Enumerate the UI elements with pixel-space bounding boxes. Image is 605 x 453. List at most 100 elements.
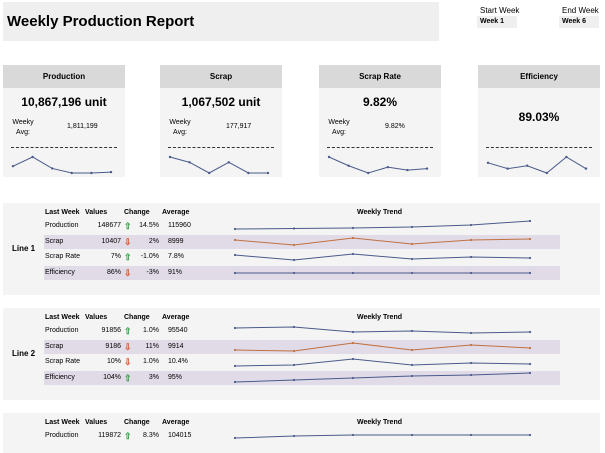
trend-point [292,258,296,262]
kpi-card-avg-value: 9.82% [385,123,405,130]
arrow-down-icon: ⇩ [124,236,132,247]
trend-point [233,380,237,383]
row-change: 8.3% [143,432,159,439]
trend-point [469,373,473,376]
row-value: 91856 [101,327,121,334]
row-value: 7% [110,253,121,260]
row-change: -1.0% [140,253,159,260]
row-average: 95540 [168,327,188,334]
trend-point [292,325,296,329]
trend-point [233,326,237,330]
kpi-sparkline [486,155,588,175]
trend-sparkline [233,236,532,246]
header-values: Values [85,419,108,426]
arrow-down-icon: ⇩ [124,267,132,278]
trend-point [351,226,355,230]
trend-point [351,341,355,344]
row-change: 14.5% [139,222,159,229]
trend-point [292,243,296,246]
trend-point [528,433,532,437]
row-metric-name: Production [45,432,79,439]
kpi-card-value: 10,867,196 unit [21,95,107,109]
trend-point [469,238,473,241]
trend-point [233,364,237,368]
kpi-card-divider [11,147,117,148]
trend-point [351,252,355,256]
trend-point [469,361,473,365]
trend-sparkline [233,371,532,383]
row-value: 104% [103,373,121,381]
sparkline-point [266,171,270,175]
trend-point [351,433,355,437]
row-value: 119872 [98,432,121,439]
table-row [44,339,560,354]
row-metric-name: Scrap [45,342,64,350]
row-metric-name: Efficiency [45,373,75,381]
sparkline-point [565,155,568,159]
trend-point [410,433,414,437]
arrow-up-icon: ⇧ [124,326,132,336]
sparkline-point [327,155,331,159]
trend-point [233,227,237,231]
trend-sparkline [233,325,532,335]
sparkline-point [347,164,350,167]
kpi-card-value: 1,067,502 unit [181,95,261,109]
arrow-up-icon: ⇧ [124,252,132,262]
trend-point [410,242,414,245]
kpi-card-divider [168,147,274,148]
sparkline-path [169,156,268,174]
sparkline-path [12,156,112,174]
trend-point [528,346,532,349]
trend-point [351,376,355,379]
trend-point [233,238,237,241]
trend-path [234,326,531,334]
trend-path [234,236,531,246]
sparkline-point [70,171,74,175]
row-value: 10% [106,358,121,365]
table-row [44,370,560,385]
end-week-input[interactable]: Week 6 [559,16,599,28]
trend-point [410,225,414,229]
sparkline-point [168,155,172,159]
table-row [44,234,560,249]
trend-sparkline [233,219,532,231]
trend-sparkline [233,252,532,262]
start-week-label: Start Week [480,6,520,15]
row-change: 3% [148,373,159,381]
trend-point [528,330,532,334]
trend-path [234,358,531,367]
row-average: 8999 [168,237,184,245]
row-metric-name: Scrap Rate [45,358,81,365]
row-metric-name: Efficiency [45,268,75,276]
sparkline-point [109,170,113,174]
trend-point [469,433,473,437]
kpi-card-value: 9.82% [362,95,398,109]
header-average: Average [162,314,190,321]
header-last-week: Last Week [45,314,80,321]
trend-point [410,329,414,333]
start-week-input[interactable]: Week 1 [477,16,517,28]
arrow-down-icon: ⇩ [124,341,132,352]
kpi-card-divider [486,147,592,148]
trend-path [234,253,531,261]
trend-point [351,271,355,274]
header-average: Average [162,209,190,216]
header-change: Change [124,314,150,321]
sparkline-point [208,171,211,175]
sparkline-point [425,167,429,170]
sparkline-point [526,164,529,167]
sparkline-point [486,161,490,165]
header-change: Change [124,209,150,216]
kpi-card-scrap: Scrap 1,067,502 unit Weeky Avg: 177,917 [160,65,282,177]
trend-point [292,227,296,230]
sparkline-point [367,171,370,175]
trend-sparkline [233,357,532,368]
kpi-card-header: Efficiency [478,65,600,88]
trend-point [469,343,473,346]
kpi-card-production: Production 10,867,196 unit Weeky Avg: 1,… [3,65,125,177]
row-change: -3% [146,268,159,276]
sparkline-point [506,167,509,170]
row-change: 1.0% [143,327,159,334]
kpi-sparkline [168,155,270,175]
header-weekly-trend: Weekly Trend [357,209,403,216]
